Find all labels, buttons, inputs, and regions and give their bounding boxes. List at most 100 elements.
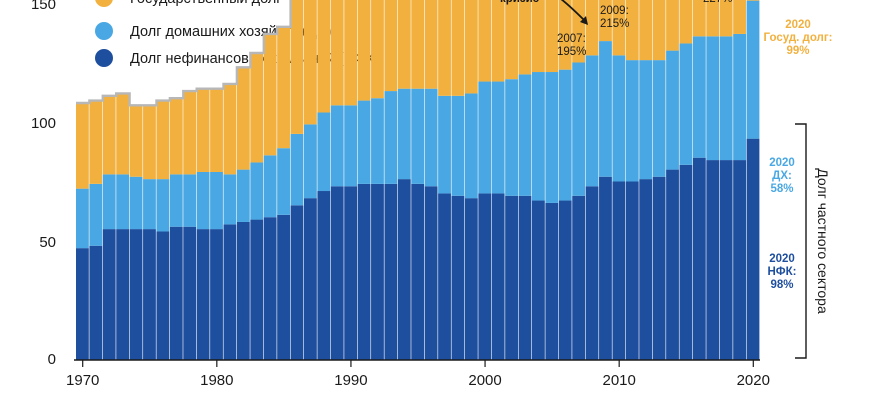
bar-segment — [397, 179, 411, 360]
bar-segment — [76, 248, 89, 360]
bar-segment — [625, 0, 639, 61]
bar-segment — [572, 62, 586, 196]
bar-segment — [666, 50, 679, 170]
annotation-2007-value: 195% — [557, 46, 586, 58]
bar-segment — [384, 183, 398, 360]
bar-segment — [518, 74, 532, 196]
bar-segment — [639, 179, 653, 360]
bar-segment — [545, 72, 559, 203]
bar-segment — [371, 98, 384, 184]
bar-segment — [143, 105, 156, 180]
annotation-227: 227% — [703, 0, 732, 5]
bar-segment — [424, 186, 438, 360]
bar-segment — [102, 229, 116, 360]
bar-segment — [599, 41, 612, 177]
bar-segment — [451, 0, 465, 96]
x-tick-label: 1990 — [334, 372, 367, 389]
bar-segment — [491, 193, 505, 360]
bar-segment — [317, 191, 331, 360]
bar-segment — [733, 33, 746, 161]
bar-segment — [451, 195, 465, 360]
bar-segment — [518, 0, 532, 75]
bar-segment — [625, 181, 639, 360]
bar-segment — [464, 0, 478, 94]
y-tick-label: 150 — [31, 0, 56, 13]
bar-segment — [585, 186, 599, 360]
bar-segment — [733, 0, 746, 34]
bar-segment — [558, 69, 572, 201]
annotation-2007-year: 2007: — [557, 33, 586, 45]
bar-segment — [478, 193, 492, 360]
bar-segment — [210, 88, 223, 172]
brace-label: Долг частного сектора — [815, 168, 831, 314]
legend-marker — [95, 22, 113, 40]
bar-segment — [290, 205, 304, 360]
bar-segment — [317, 112, 331, 192]
nonfinancial-debt-2020-label: 98% — [770, 279, 793, 291]
bar-segment — [330, 0, 344, 106]
bar-segment — [505, 0, 518, 80]
bar-segment — [599, 0, 612, 42]
bar-segment — [330, 186, 344, 360]
x-tick-label: 2020 — [737, 372, 770, 389]
bar-segment — [76, 102, 89, 189]
bar-segment — [357, 0, 371, 101]
bar-segment — [679, 164, 693, 360]
bar-segment — [666, 169, 679, 360]
bar-segment — [263, 33, 277, 156]
bar-segment — [277, 148, 290, 215]
bar-segment — [612, 181, 626, 360]
bar-segment — [89, 100, 103, 184]
bar-segment — [491, 81, 505, 194]
bar-segment — [290, 133, 304, 206]
bar-segment — [679, 43, 693, 165]
bar-segment — [692, 157, 706, 360]
bar-segment — [505, 79, 518, 196]
bar-segment — [384, 91, 398, 184]
bar-segment — [304, 0, 317, 125]
bar-segment — [344, 0, 358, 106]
bar-segment — [411, 88, 425, 184]
x-tick-label: 1980 — [200, 372, 233, 389]
bar-segment — [585, 55, 599, 187]
private-debt-brace: Долг частного сектора — [795, 123, 831, 359]
bar-segment — [612, 55, 626, 182]
bar-segment — [397, 0, 411, 89]
bar-segment — [357, 183, 371, 360]
bar-segment — [719, 0, 733, 37]
bar-segment — [156, 179, 170, 232]
brace-bracket — [795, 123, 807, 359]
bar-segment — [652, 60, 666, 177]
bar-segment — [236, 169, 250, 222]
bar-segment — [210, 171, 223, 230]
legend-label: Государственный долг — [130, 0, 282, 7]
bar-segment — [223, 83, 237, 175]
bar-segment — [330, 105, 344, 187]
household-debt-2020-label: 2020 — [769, 157, 795, 169]
bar-segment — [304, 198, 317, 360]
legend-marker — [95, 0, 113, 7]
x-tick-label: 1970 — [66, 372, 99, 389]
bar-segment — [89, 245, 103, 360]
y-tick-label: 50 — [39, 234, 56, 251]
bar-segment — [545, 0, 559, 73]
bar-segment — [532, 200, 545, 360]
bar-segment — [639, 0, 653, 61]
bar-segment — [652, 0, 666, 61]
bar-segment — [143, 179, 156, 230]
axis: 050100150200197019801990200020102020 — [31, 0, 770, 389]
total-line — [76, 0, 292, 107]
bar-segment — [183, 226, 197, 360]
bar-segment — [236, 221, 250, 360]
bar-segment — [250, 162, 264, 220]
bar-segment — [679, 0, 693, 44]
bar-segment — [156, 231, 170, 360]
bar-segment — [263, 217, 277, 360]
bar-segment — [236, 67, 250, 170]
bar-segment — [116, 174, 130, 230]
bar-segment — [411, 183, 425, 360]
bar-segment — [706, 160, 720, 360]
bar-segment — [424, 88, 438, 187]
bar-segment — [746, 138, 760, 360]
bar-segment — [719, 160, 733, 360]
